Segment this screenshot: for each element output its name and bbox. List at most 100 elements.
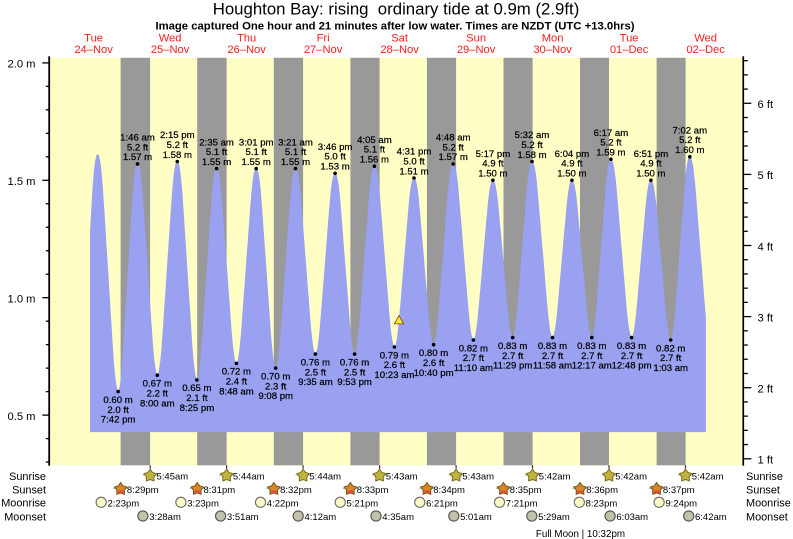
svg-text:1.60 m: 1.60 m xyxy=(675,145,704,156)
svg-text:3:51am: 3:51am xyxy=(227,512,259,523)
svg-text:7:21pm: 7:21pm xyxy=(506,498,538,509)
svg-text:Sun: Sun xyxy=(466,33,486,45)
svg-text:Tue: Tue xyxy=(620,33,639,45)
svg-text:2.7 ft: 2.7 ft xyxy=(660,353,682,364)
svg-text:1.56 m: 1.56 m xyxy=(360,155,389,166)
svg-text:9:24pm: 9:24pm xyxy=(665,498,697,509)
svg-text:2.7 ft: 2.7 ft xyxy=(502,351,524,362)
svg-text:3:23pm: 3:23pm xyxy=(187,498,219,509)
svg-text:9:53 pm: 9:53 pm xyxy=(337,377,372,388)
svg-text:0.60 m: 0.60 m xyxy=(103,395,132,406)
svg-text:3:28am: 3:28am xyxy=(149,512,181,523)
svg-text:5:42am: 5:42am xyxy=(692,472,724,483)
svg-text:0.82 m: 0.82 m xyxy=(656,343,685,354)
svg-text:1.59 m: 1.59 m xyxy=(596,148,625,159)
svg-text:2.5 ft: 2.5 ft xyxy=(305,367,327,378)
svg-text:1.0 m: 1.0 m xyxy=(8,294,36,306)
svg-text:1.57 m: 1.57 m xyxy=(439,152,468,163)
svg-text:Fri: Fri xyxy=(317,33,330,45)
svg-text:0.80 m: 0.80 m xyxy=(419,348,448,359)
svg-text:8:32pm: 8:32pm xyxy=(280,485,312,496)
svg-text:5.0 ft: 5.0 ft xyxy=(403,156,425,167)
svg-text:5.1 ft: 5.1 ft xyxy=(206,147,228,158)
svg-text:3:21 am: 3:21 am xyxy=(278,137,313,148)
svg-text:2.7 ft: 2.7 ft xyxy=(581,351,603,362)
svg-text:02–Dec: 02–Dec xyxy=(686,44,725,56)
svg-text:2 ft: 2 ft xyxy=(758,384,774,396)
svg-text:6:21pm: 6:21pm xyxy=(426,498,458,509)
svg-text:Sunset: Sunset xyxy=(12,484,46,496)
svg-text:0.83 m: 0.83 m xyxy=(577,341,606,352)
svg-text:Moonrise: Moonrise xyxy=(746,498,791,510)
svg-text:1.50 m: 1.50 m xyxy=(557,169,586,180)
svg-text:5:44am: 5:44am xyxy=(309,472,341,483)
svg-text:5.1 ft: 5.1 ft xyxy=(285,147,307,158)
svg-text:5.0 ft: 5.0 ft xyxy=(324,152,346,163)
svg-text:5:21pm: 5:21pm xyxy=(347,498,379,509)
svg-text:1.51 m: 1.51 m xyxy=(399,166,428,177)
svg-text:11:58 am: 11:58 am xyxy=(533,361,572,372)
svg-text:Tue: Tue xyxy=(84,33,103,45)
svg-text:29–Nov: 29–Nov xyxy=(457,44,496,56)
svg-text:2.7 ft: 2.7 ft xyxy=(621,351,643,362)
svg-text:8:25 pm: 8:25 pm xyxy=(180,403,215,414)
svg-text:9:35 am: 9:35 am xyxy=(298,377,333,388)
svg-text:Wed: Wed xyxy=(159,33,182,45)
svg-text:1.53 m: 1.53 m xyxy=(320,162,349,173)
svg-text:1.58 m: 1.58 m xyxy=(163,150,192,161)
svg-text:2:23pm: 2:23pm xyxy=(108,498,140,509)
svg-text:8:34pm: 8:34pm xyxy=(433,485,465,496)
svg-text:8:36pm: 8:36pm xyxy=(586,485,618,496)
svg-text:4 ft: 4 ft xyxy=(758,241,774,253)
svg-text:5:44am: 5:44am xyxy=(233,472,265,483)
svg-text:11:10 am: 11:10 am xyxy=(454,363,493,374)
svg-text:Sunrise: Sunrise xyxy=(746,471,783,483)
svg-text:1:46 am: 1:46 am xyxy=(120,133,155,144)
svg-text:Sunrise: Sunrise xyxy=(9,471,46,483)
svg-text:3:46 pm: 3:46 pm xyxy=(318,142,353,153)
svg-text:2.4 ft: 2.4 ft xyxy=(226,377,248,388)
svg-text:4:35am: 4:35am xyxy=(382,512,414,523)
svg-text:5.2 ft: 5.2 ft xyxy=(127,142,149,153)
svg-text:5:43am: 5:43am xyxy=(462,472,494,483)
svg-text:4:05 am: 4:05 am xyxy=(357,135,392,146)
svg-text:1.50 m: 1.50 m xyxy=(636,169,665,180)
svg-text:5.1 ft: 5.1 ft xyxy=(364,145,386,156)
svg-text:6:51 pm: 6:51 pm xyxy=(634,149,669,160)
svg-text:1.50 m: 1.50 m xyxy=(478,169,507,180)
svg-text:Mon: Mon xyxy=(542,33,564,45)
svg-text:2.0 m: 2.0 m xyxy=(8,59,36,71)
svg-text:3:01 pm: 3:01 pm xyxy=(239,137,274,148)
svg-text:5:17 pm: 5:17 pm xyxy=(476,149,511,160)
svg-text:2.1 ft: 2.1 ft xyxy=(186,393,208,404)
svg-text:0.79 m: 0.79 m xyxy=(380,350,409,361)
svg-text:8:23pm: 8:23pm xyxy=(586,498,618,509)
svg-text:6:04 pm: 6:04 pm xyxy=(555,149,590,160)
svg-text:5:29am: 5:29am xyxy=(538,512,570,523)
svg-text:Houghton Bay: rising ordinary: Houghton Bay: rising ordinary tide at 0.… xyxy=(213,0,580,19)
svg-text:6:42am: 6:42am xyxy=(695,512,727,523)
svg-text:2.6 ft: 2.6 ft xyxy=(423,358,445,369)
svg-text:5:43am: 5:43am xyxy=(386,472,418,483)
svg-text:0.67 m: 0.67 m xyxy=(143,379,172,390)
svg-text:11:29 pm: 11:29 pm xyxy=(493,361,532,372)
svg-text:8:48 am: 8:48 am xyxy=(219,387,254,398)
svg-text:1:03 am: 1:03 am xyxy=(653,363,688,374)
svg-text:12:17 am: 12:17 am xyxy=(572,361,612,372)
svg-text:10:40 pm: 10:40 pm xyxy=(414,368,454,379)
svg-text:0.72 m: 0.72 m xyxy=(222,367,251,378)
svg-text:4:48 am: 4:48 am xyxy=(436,133,471,144)
svg-text:2.7 ft: 2.7 ft xyxy=(542,351,564,362)
svg-text:8:37pm: 8:37pm xyxy=(663,485,695,496)
svg-text:9:08 pm: 9:08 pm xyxy=(258,391,293,402)
svg-text:26–Nov: 26–Nov xyxy=(227,44,266,56)
svg-text:8:31pm: 8:31pm xyxy=(204,485,236,496)
svg-text:0.83 m: 0.83 m xyxy=(498,341,527,352)
svg-text:0.83 m: 0.83 m xyxy=(538,341,567,352)
svg-text:5.2 ft: 5.2 ft xyxy=(167,140,189,151)
svg-text:5:01am: 5:01am xyxy=(460,512,492,523)
svg-text:27–Nov: 27–Nov xyxy=(304,44,343,56)
svg-text:Thu: Thu xyxy=(237,33,256,45)
svg-text:0.5 m: 0.5 m xyxy=(8,411,36,423)
svg-text:0.76 m: 0.76 m xyxy=(340,357,369,368)
